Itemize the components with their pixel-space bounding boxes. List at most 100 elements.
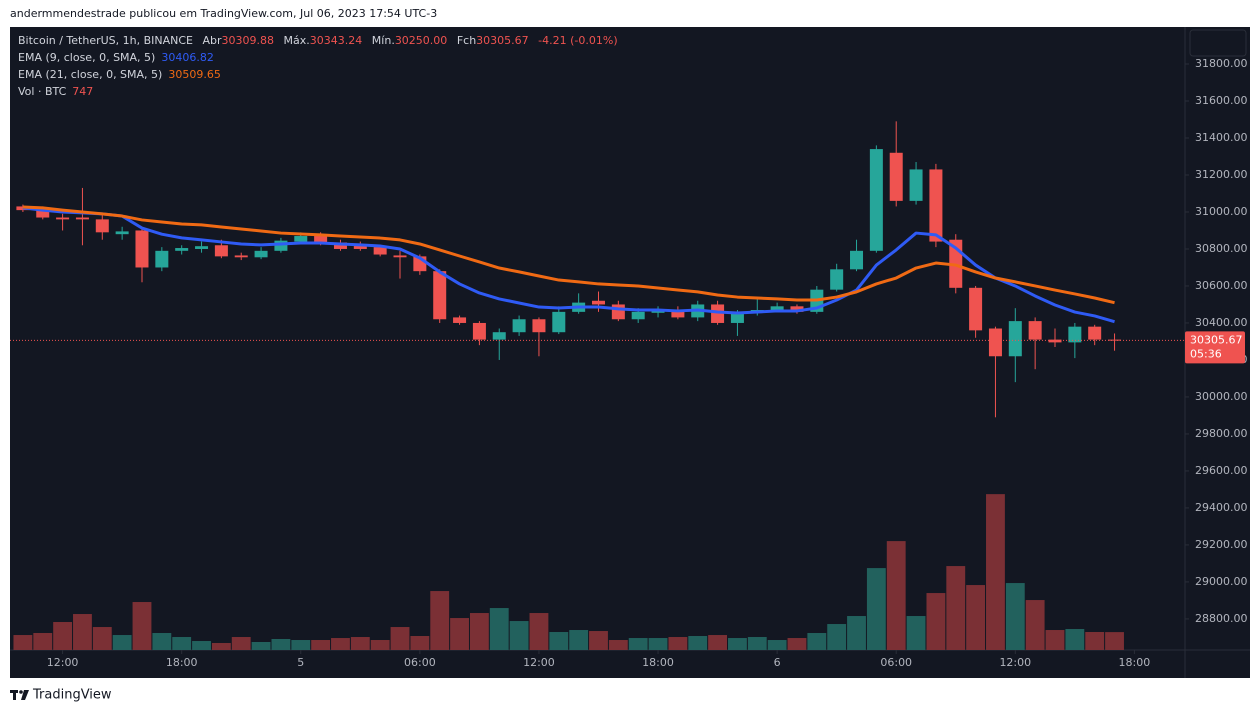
y-tick-label: 30800.00 bbox=[1195, 242, 1248, 255]
ema-line bbox=[22, 206, 1115, 324]
volume-bar bbox=[906, 616, 926, 650]
volume-bar bbox=[747, 637, 767, 650]
axis-button[interactable] bbox=[1189, 29, 1247, 57]
legend-main: Bitcoin / TetherUS, 1h, BINANCE Abr30309… bbox=[18, 34, 618, 47]
volume-bar bbox=[589, 631, 608, 650]
volume-bar bbox=[390, 627, 410, 650]
volume-bar bbox=[331, 638, 350, 650]
y-tick-label: 31600.00 bbox=[1195, 94, 1248, 107]
high-value: 30343.24 bbox=[310, 34, 363, 47]
candle-body bbox=[36, 208, 50, 218]
candle-body bbox=[909, 169, 923, 201]
x-tick-label: 12:00 bbox=[47, 656, 79, 669]
change: -4.21 (-0.01%) bbox=[538, 34, 617, 47]
candle-body bbox=[294, 236, 308, 242]
legend-value: 30406.82 bbox=[161, 51, 214, 64]
candle-body bbox=[56, 217, 70, 220]
candle-body bbox=[889, 152, 903, 201]
x-tick-label: 06:00 bbox=[880, 656, 912, 669]
y-tick-label: 30600.00 bbox=[1195, 279, 1248, 292]
volume-bar bbox=[450, 618, 469, 650]
x-tick-label: 6 bbox=[774, 656, 781, 669]
candle-body bbox=[492, 332, 506, 340]
candle-body bbox=[135, 230, 149, 268]
volume-bar bbox=[311, 640, 331, 650]
candle-body bbox=[850, 250, 864, 270]
brand-logo bbox=[10, 690, 29, 700]
close-label: Fch bbox=[457, 34, 476, 47]
y-tick-label: 31800.00 bbox=[1195, 57, 1248, 70]
volume-bar bbox=[549, 632, 569, 650]
volume-bar bbox=[807, 633, 827, 650]
candle-body bbox=[591, 300, 605, 305]
volume-bar bbox=[886, 541, 906, 650]
y-tick-label: 29800.00 bbox=[1195, 427, 1248, 440]
candle-body bbox=[1048, 339, 1062, 343]
candle-body bbox=[175, 248, 189, 251]
y-tick-label: 30000.00 bbox=[1195, 390, 1248, 403]
legend-value: 747 bbox=[72, 85, 93, 98]
volume-bar bbox=[350, 637, 370, 650]
open-label: Abr bbox=[203, 34, 223, 47]
candle-body bbox=[869, 149, 883, 251]
low-value: 30250.00 bbox=[395, 34, 448, 47]
candle-body bbox=[472, 322, 486, 340]
plot-area bbox=[10, 121, 1185, 650]
candle-body bbox=[254, 250, 268, 258]
candle-body bbox=[770, 306, 784, 311]
volume-bar bbox=[668, 637, 688, 650]
candle-body bbox=[1088, 326, 1102, 340]
volume-bar bbox=[291, 640, 311, 650]
x-tick-label: 12:00 bbox=[523, 656, 555, 669]
volume-bar bbox=[827, 624, 847, 650]
open-value: 30309.88 bbox=[222, 34, 275, 47]
volume-bar bbox=[1045, 630, 1065, 650]
volume-bar bbox=[1065, 629, 1085, 650]
last-price-label: 30305.67 bbox=[1190, 333, 1243, 346]
volume-bar bbox=[728, 638, 747, 650]
y-tick-label: 28800.00 bbox=[1195, 612, 1248, 625]
volume-bar bbox=[1105, 632, 1124, 650]
y-tick-label: 31200.00 bbox=[1195, 168, 1248, 181]
volume-bar bbox=[986, 494, 1005, 650]
volume-bar bbox=[628, 638, 648, 650]
volume-bar bbox=[13, 635, 33, 650]
volume-bar bbox=[509, 621, 529, 650]
volume-bar bbox=[410, 636, 430, 650]
x-tick-label: 18:00 bbox=[642, 656, 674, 669]
y-tick-label: 31000.00 bbox=[1195, 205, 1248, 218]
volume-bar bbox=[92, 627, 112, 650]
volume-bar bbox=[529, 613, 549, 650]
symbol: Bitcoin / TetherUS, 1h, BINANCE bbox=[18, 34, 193, 47]
candle-body bbox=[512, 319, 526, 333]
candle-body bbox=[552, 311, 566, 333]
volume-bar bbox=[1085, 632, 1105, 650]
chart-background bbox=[10, 27, 1250, 678]
candle-body bbox=[611, 304, 625, 320]
candle-body bbox=[353, 245, 367, 249]
y-tick-label: 30400.00 bbox=[1195, 316, 1248, 329]
candle-body bbox=[969, 287, 983, 331]
x-tick-label: 18:00 bbox=[1119, 656, 1151, 669]
candle-body bbox=[333, 242, 347, 249]
volume-bar bbox=[53, 622, 73, 650]
volume-bar bbox=[172, 637, 192, 650]
volume-bar bbox=[132, 602, 152, 650]
candle-body bbox=[453, 317, 467, 323]
candle-body bbox=[671, 310, 685, 318]
volume-bar bbox=[489, 608, 509, 650]
volume-bar bbox=[251, 641, 271, 650]
candle-body bbox=[730, 311, 744, 323]
brand: TradingView bbox=[32, 688, 112, 703]
volume-bar bbox=[787, 638, 807, 650]
volume-bar bbox=[271, 639, 291, 650]
x-tick-label: 12:00 bbox=[999, 656, 1031, 669]
y-tick-label: 29000.00 bbox=[1195, 575, 1248, 588]
volume-bar bbox=[430, 591, 450, 650]
publish-note: andermmendestrade publicou em TradingVie… bbox=[10, 7, 437, 20]
candle-body bbox=[115, 231, 129, 235]
low-label: Mín. bbox=[372, 34, 395, 47]
volume-bar bbox=[688, 636, 708, 650]
candle-body bbox=[195, 246, 209, 249]
